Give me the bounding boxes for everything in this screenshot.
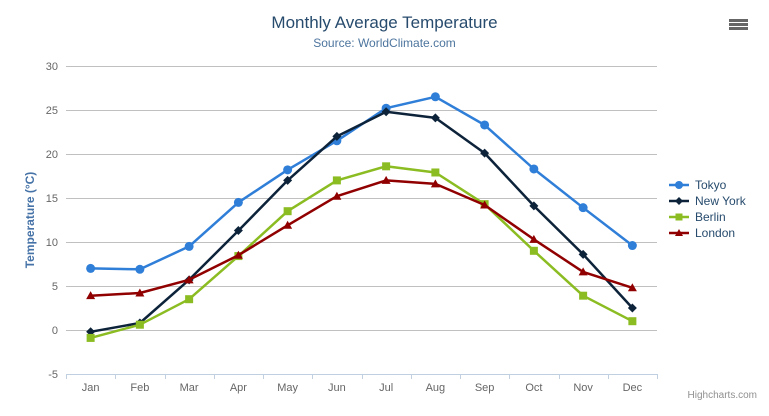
x-axis-label: Mar: [180, 382, 199, 394]
data-point[interactable]: [628, 317, 637, 326]
data-point[interactable]: [185, 295, 194, 304]
x-axis-label: Jan: [82, 382, 100, 394]
legend-label: Tokyo: [695, 178, 727, 192]
series-line-tokyo: [89, 95, 634, 271]
data-point[interactable]: [332, 131, 342, 141]
triangle-marker: [675, 229, 683, 236]
data-point[interactable]: [529, 246, 538, 255]
data-point[interactable]: [430, 92, 440, 102]
series-line-new-york: [89, 110, 634, 334]
data-point[interactable]: [627, 241, 637, 251]
data-point[interactable]: [627, 283, 637, 292]
x-axis-label: Jul: [379, 382, 393, 394]
credits-link[interactable]: Highcharts.com: [687, 390, 757, 401]
data-point[interactable]: [627, 303, 637, 313]
legend-item-tokyo[interactable]: Tokyo: [668, 177, 746, 193]
data-point[interactable]: [184, 241, 194, 251]
data-point[interactable]: [233, 197, 243, 207]
data-point[interactable]: [233, 250, 243, 259]
data-point[interactable]: [529, 234, 539, 243]
data-point[interactable]: [184, 275, 194, 284]
y-axis-title: Temperature (°C): [23, 172, 37, 269]
data-point[interactable]: [480, 148, 490, 158]
legend-label: London: [695, 226, 736, 240]
data-point[interactable]: [579, 291, 588, 300]
legend-label: New York: [695, 194, 746, 208]
y-axis-label: 25: [46, 105, 58, 117]
y-axis-label: 15: [46, 193, 58, 205]
y-axis-labels: -5 0 5 10 15 20 25 30: [46, 61, 58, 381]
x-axis: [66, 374, 658, 379]
data-point[interactable]: [86, 263, 96, 273]
y-axis-label: 30: [46, 61, 58, 73]
data-point[interactable]: [430, 113, 440, 123]
data-point[interactable]: [135, 288, 145, 297]
data-point[interactable]: [430, 179, 440, 188]
x-axis-labels: Jan Feb Mar Apr May Jun Jul Aug Sep Oct Nov Dec: [82, 382, 643, 394]
series-line-berlin: [89, 165, 634, 340]
series-london: [86, 175, 637, 300]
legend-symbol-triangle-icon: [669, 229, 689, 236]
x-axis-label: Apr: [230, 382, 247, 394]
data-point[interactable]: [382, 162, 391, 171]
x-axis-label: Dec: [623, 382, 643, 394]
data-point[interactable]: [283, 175, 293, 185]
data-point[interactable]: [86, 291, 96, 300]
diamond-marker: [675, 197, 683, 205]
data-point[interactable]: [135, 320, 144, 329]
data-point[interactable]: [529, 201, 539, 211]
y-axis-label: 20: [46, 149, 58, 161]
chart-title: Monthly Average Temperature: [271, 13, 498, 32]
x-axis-label: Jun: [328, 382, 346, 394]
x-axis-label: May: [277, 382, 298, 394]
y-axis-label: -5: [48, 369, 58, 381]
data-point[interactable]: [86, 333, 95, 342]
x-axis-label: Feb: [130, 382, 149, 394]
data-point[interactable]: [578, 249, 588, 259]
y-axis-label: 5: [52, 281, 58, 293]
x-axis-label: Aug: [426, 382, 446, 394]
data-point[interactable]: [381, 107, 391, 117]
circle-marker: [675, 181, 683, 189]
x-axis-label: Sep: [475, 382, 495, 394]
x-axis-label: Oct: [525, 382, 542, 394]
legend: Tokyo New York Berlin London: [668, 177, 746, 241]
series-new-york: [86, 107, 637, 337]
gridlines: [66, 66, 657, 375]
legend-item-new-york[interactable]: New York: [668, 193, 746, 209]
data-point[interactable]: [529, 164, 539, 174]
hamburger-icon: [729, 18, 749, 30]
legend-item-berlin[interactable]: Berlin: [668, 209, 746, 225]
data-point[interactable]: [283, 165, 293, 175]
series-line-london: [89, 179, 634, 297]
legend-item-london[interactable]: London: [668, 225, 746, 241]
square-marker: [675, 213, 683, 221]
series-tokyo: [86, 92, 637, 274]
data-point[interactable]: [283, 220, 293, 229]
data-point[interactable]: [332, 176, 341, 185]
data-point[interactable]: [233, 226, 243, 236]
data-point[interactable]: [578, 203, 588, 213]
y-axis-label: 0: [52, 325, 58, 337]
data-point[interactable]: [431, 168, 440, 177]
legend-symbol-circle-icon: [669, 181, 689, 189]
data-point[interactable]: [480, 200, 490, 209]
chart-subtitle: Source: WorldClimate.com: [313, 36, 456, 50]
data-point[interactable]: [283, 207, 292, 216]
y-axis-label: 10: [46, 237, 58, 249]
data-point[interactable]: [480, 120, 490, 130]
context-menu-button[interactable]: [727, 16, 751, 32]
x-axis-label: Nov: [573, 382, 593, 394]
data-point[interactable]: [332, 191, 342, 200]
legend-symbol-square-icon: [669, 213, 689, 221]
data-point[interactable]: [135, 264, 145, 274]
data-point[interactable]: [381, 175, 391, 184]
data-point[interactable]: [578, 267, 588, 276]
legend-label: Berlin: [695, 210, 726, 224]
legend-symbol-diamond-icon: [669, 197, 689, 205]
series-group: [86, 92, 637, 342]
